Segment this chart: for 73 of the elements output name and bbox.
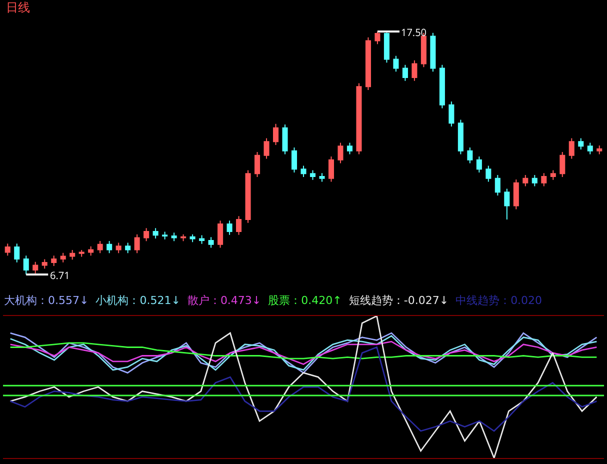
chart-title: 日线 bbox=[6, 0, 30, 16]
candlestick bbox=[402, 64, 408, 82]
candlestick bbox=[282, 124, 288, 155]
candlestick bbox=[346, 142, 352, 155]
candlestick bbox=[522, 174, 528, 187]
candlestick bbox=[513, 178, 519, 210]
candlestick bbox=[476, 156, 482, 173]
candlestick bbox=[467, 146, 473, 164]
candlestick bbox=[23, 255, 29, 275]
candlestick bbox=[587, 142, 593, 155]
candlestick bbox=[494, 174, 500, 196]
candlestick bbox=[300, 165, 306, 178]
candlestick bbox=[97, 240, 103, 254]
candlestick bbox=[486, 165, 492, 182]
candlestick bbox=[504, 188, 510, 220]
candlestick bbox=[310, 170, 316, 180]
candlestick bbox=[134, 234, 140, 254]
candlestick bbox=[430, 32, 436, 72]
candlestick bbox=[70, 249, 76, 260]
candlestick bbox=[291, 146, 298, 173]
candlestick bbox=[374, 31, 380, 45]
candlestick bbox=[60, 252, 66, 263]
candlestick bbox=[365, 36, 371, 91]
series-label: 短线趋势：-0.027↓ bbox=[348, 294, 449, 307]
candlestick bbox=[51, 255, 57, 266]
candlestick bbox=[356, 82, 362, 155]
candlestick bbox=[448, 101, 454, 128]
candlestick bbox=[190, 234, 196, 243]
candlestick bbox=[42, 258, 48, 270]
candlestick bbox=[88, 246, 94, 256]
candlestick bbox=[596, 144, 602, 155]
candlestick bbox=[4, 243, 10, 256]
candlestick bbox=[458, 119, 464, 155]
candlestick bbox=[199, 234, 205, 244]
candlestick bbox=[180, 234, 186, 242]
candlestick bbox=[208, 236, 214, 248]
candlestick bbox=[116, 242, 122, 254]
candlestick bbox=[338, 142, 344, 164]
candlestick bbox=[541, 172, 547, 187]
candlestick bbox=[328, 156, 334, 182]
candlestick bbox=[32, 261, 38, 274]
candlestick bbox=[578, 138, 584, 150]
text: 中线趋势：0.020 bbox=[456, 294, 542, 307]
candlestick bbox=[162, 231, 168, 240]
candlestick bbox=[393, 55, 399, 72]
candlestick bbox=[319, 172, 325, 182]
candlestick bbox=[78, 249, 84, 258]
candlestick bbox=[568, 138, 574, 160]
candlestick bbox=[412, 60, 418, 82]
candlestick bbox=[254, 151, 260, 178]
annotation: 17.50 bbox=[401, 25, 427, 39]
candlestick bbox=[236, 216, 242, 236]
candlestick bbox=[245, 170, 251, 224]
candlestick bbox=[218, 220, 224, 248]
candlestick bbox=[14, 243, 20, 263]
candlestick bbox=[171, 232, 177, 242]
candlestick bbox=[560, 151, 566, 178]
text: 股票：0.420↑ bbox=[268, 294, 342, 307]
candlestick bbox=[144, 228, 150, 242]
candlestick bbox=[532, 174, 538, 187]
candlestick bbox=[273, 123, 279, 146]
text: 小机构：0.521↓ bbox=[96, 294, 180, 307]
text: 散户：0.473↓ bbox=[187, 294, 262, 307]
candlestick bbox=[550, 170, 556, 180]
annotation: 6.71 bbox=[50, 268, 70, 282]
candlestick bbox=[264, 138, 270, 160]
candlestick bbox=[152, 228, 158, 239]
candlestick bbox=[226, 220, 232, 236]
candlestick bbox=[106, 240, 112, 254]
candlestick bbox=[125, 242, 131, 254]
candlestick bbox=[384, 32, 390, 64]
text: 大机构：0.557↓ bbox=[4, 294, 89, 307]
candlestick bbox=[439, 64, 445, 109]
